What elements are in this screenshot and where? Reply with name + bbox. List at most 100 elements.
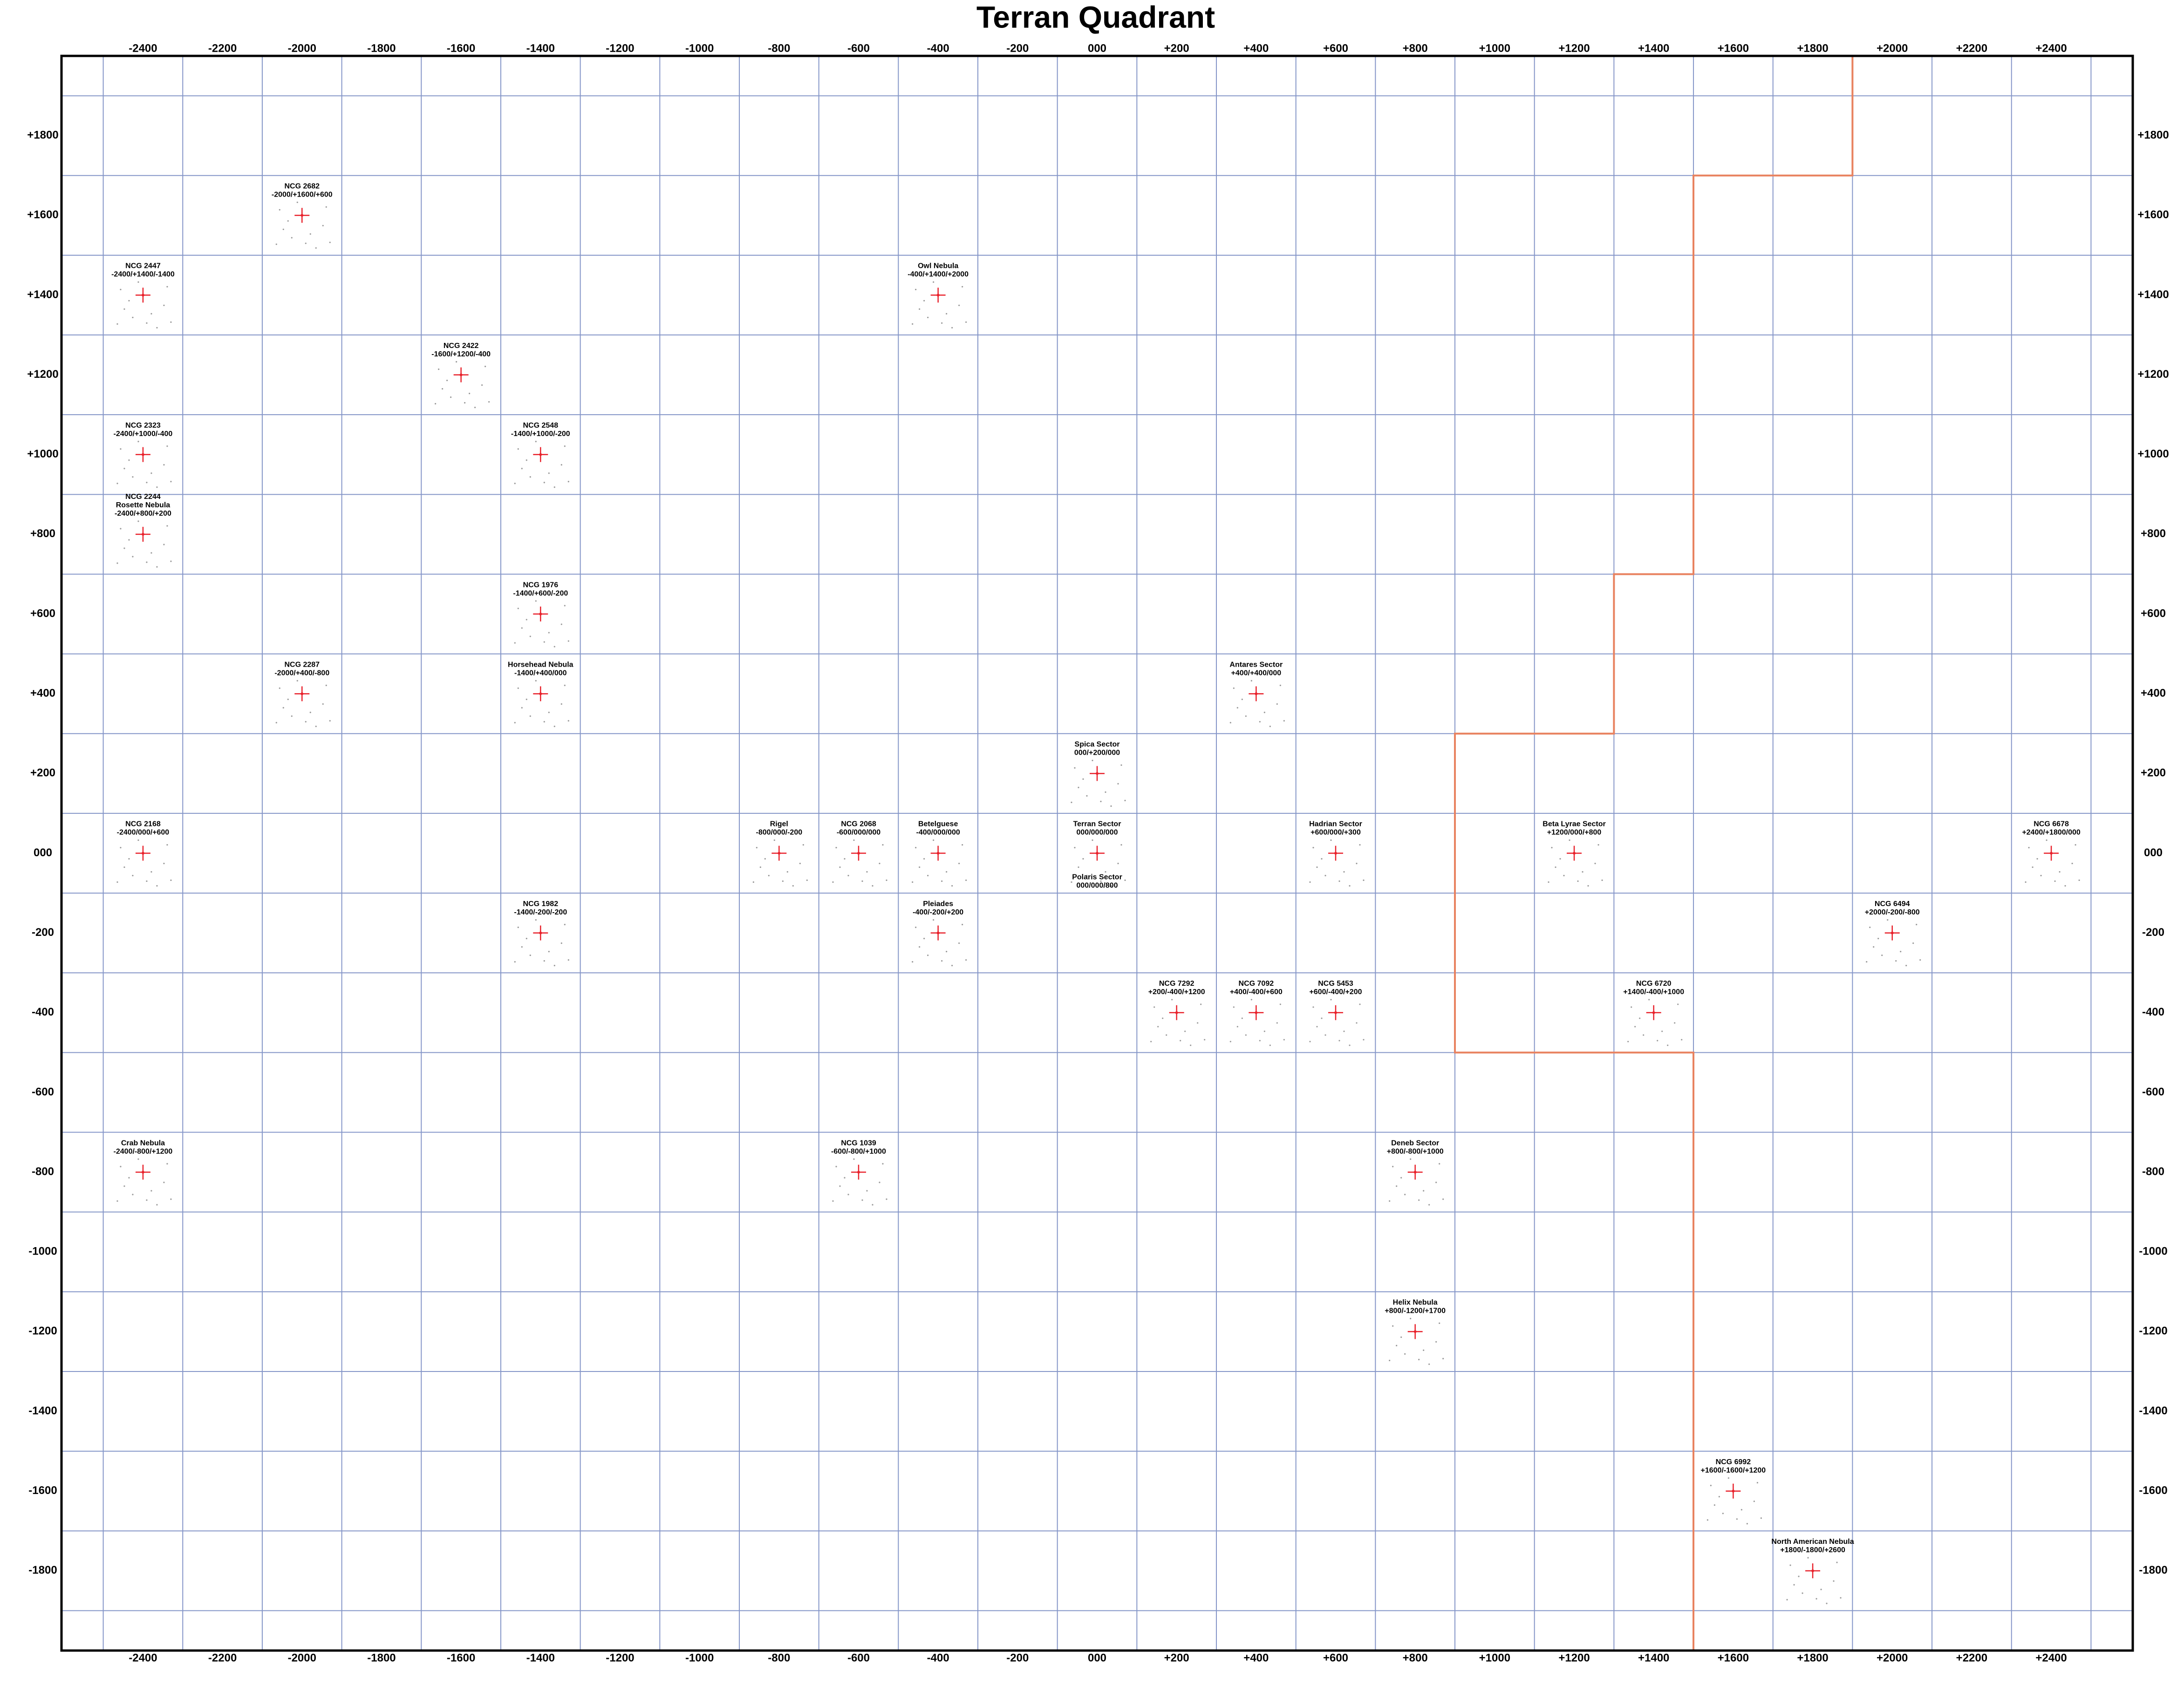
star-dot [1120,844,1122,846]
system-coords: -800/000/-200 [756,829,802,837]
star-dot [548,632,550,634]
star-dot [1074,846,1076,849]
y-tick-label: -1200 [2139,1325,2167,1337]
x-tick-label: -400 [927,42,949,55]
y-tick-label: -200 [2142,926,2164,939]
system-name: NCG 2548 [523,422,559,430]
boundary-line [1454,56,1854,1651]
star-dot [2046,839,2048,841]
x-tick-label: +2200 [1956,1651,1987,1664]
star-dot [1727,1477,1729,1479]
star-dot [521,707,523,709]
star-dot [927,316,929,319]
system-coords: -2400/+800/+200 [115,510,171,518]
star-dot [128,539,130,541]
system: Antares Sector+400/+400/000 [1229,661,1285,727]
star-dot [835,846,837,849]
star-dot [1316,866,1318,868]
y-tick-label: +400 [30,687,55,700]
star-dot [123,308,125,310]
star-dot [529,476,531,478]
y-tick-label: +1000 [2137,448,2169,460]
star-dot [1236,1026,1238,1028]
star-dot [965,879,967,881]
x-tick-label: +600 [1323,1651,1348,1664]
system-coords: -400/+1400/+2000 [908,271,969,279]
system-name: NCG 2287 [284,661,320,669]
system: NCG 6992+1600/-1600/+1200 [1701,1458,1766,1525]
star-dot [951,965,953,967]
star-dot [2036,858,2038,860]
star-dot [517,448,519,450]
star-dot [1117,862,1119,865]
star-dot [535,919,537,921]
star-dot [526,698,527,700]
star-dot [1869,927,1871,928]
star-dot [156,327,158,329]
star-dot [1439,1163,1440,1165]
star-dot [1887,919,1889,921]
x-tick-label: -2400 [129,1651,157,1664]
star-dot [1157,1026,1159,1028]
star-dot [1150,1041,1152,1043]
star-dot [1661,1030,1663,1032]
star-dot [847,874,849,877]
star-dot [560,703,562,705]
star-dot [553,965,555,967]
star-dot [529,955,531,956]
star-dot [752,881,754,883]
star-dot [1259,1040,1261,1042]
y-tick-label: -600 [32,1085,54,1098]
star-dot [958,942,960,944]
star-dot [1269,1044,1271,1046]
x-tick-label: +2000 [1877,1651,1908,1664]
system-core [1573,852,1576,855]
star-dot [564,924,566,926]
star-dot [1263,1030,1265,1032]
star-dot [560,942,562,944]
star-dot [442,388,444,390]
star-dot [543,641,545,643]
star-dot [123,468,125,470]
star-dot [1786,1599,1788,1601]
star-dot [1551,846,1553,849]
star-dot [1442,1358,1444,1359]
system-name: NCG 6720 [1636,980,1672,988]
star-dot [1423,1190,1425,1192]
system-core [1652,1011,1655,1014]
x-tick-label: +2400 [2035,42,2067,55]
star-dot [1359,1003,1361,1005]
star-dot [1873,946,1875,948]
star-dot [137,281,139,283]
star-dot [839,866,841,868]
x-tick-label: +1000 [1479,1651,1510,1664]
star-dot [1312,846,1314,849]
star-dot [1166,1034,1167,1036]
x-tick-label: -2000 [288,42,316,55]
x-tick-label: -800 [768,42,790,55]
star-dot [1190,1044,1192,1046]
star-dot [296,201,298,203]
system-coords: -400/-200/+200 [913,908,963,916]
star-dot [291,237,293,239]
star-dot [1100,800,1102,802]
star-dot [146,1199,148,1201]
star-dot [1722,1513,1724,1515]
star-dot [1086,795,1088,797]
x-tick-label: +2200 [1956,42,1987,55]
star-dot [1563,874,1565,877]
star-dot [517,687,519,689]
star-dot [1736,1518,1738,1520]
x-tick-label: +400 [1243,1651,1269,1664]
system-core [936,931,940,935]
system-coords: -1600/+1200/-400 [431,350,491,358]
system: NCG 6678+2400/+1800/000 [2022,820,2081,887]
system-coords: -2000/+400/-800 [274,669,329,677]
star-dot [1324,1034,1326,1036]
system-name: NCG 2244 [125,493,161,501]
star-dot [1396,1185,1398,1187]
x-tick-label: +600 [1323,42,1348,55]
star-dot [282,707,284,709]
star-dot [1359,844,1361,846]
